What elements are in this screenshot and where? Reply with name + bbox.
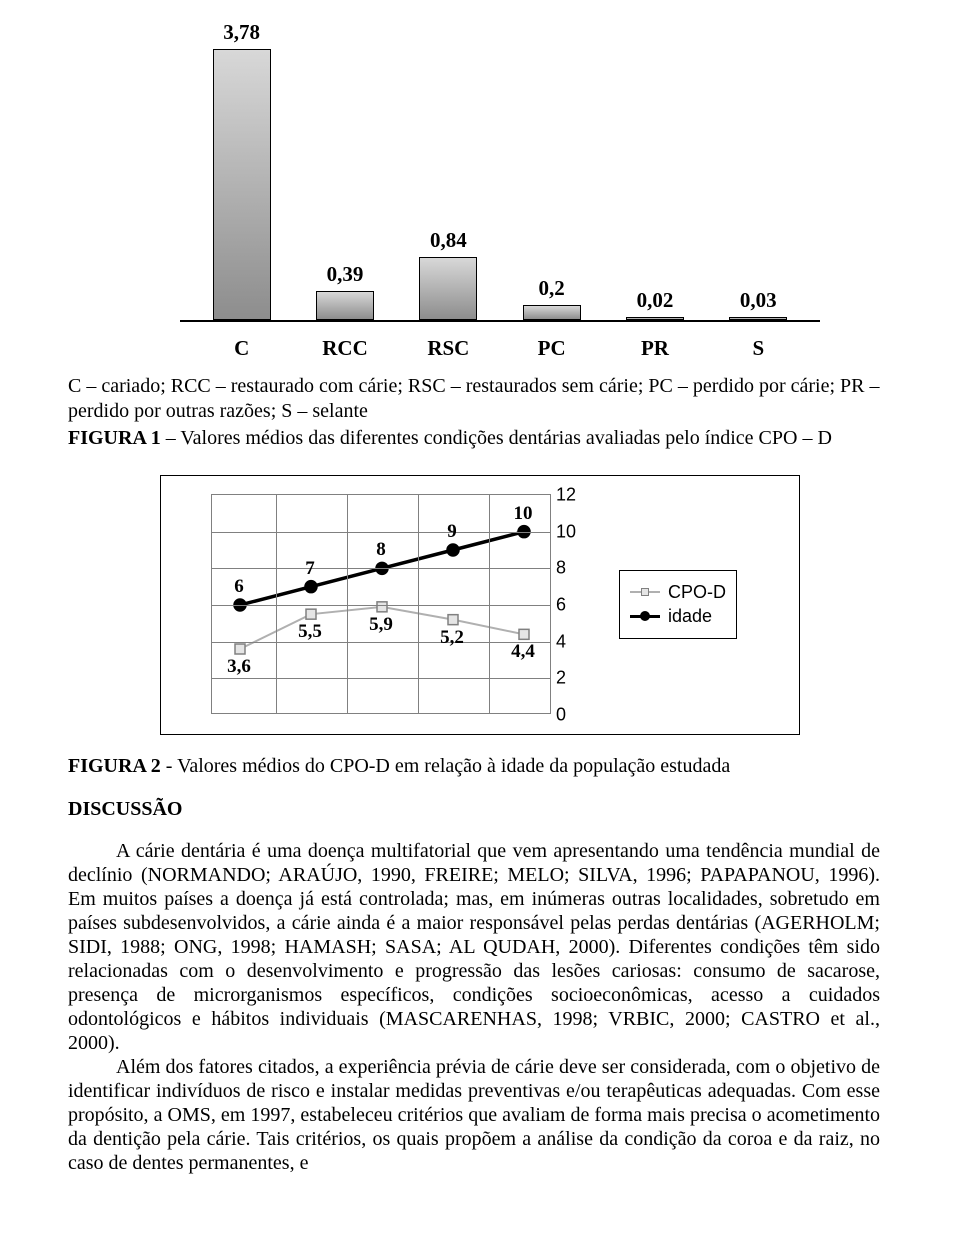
fig2-gridline-h	[212, 568, 550, 569]
fig2-caption: FIGURA 2 - Valores médios do CPO-D em re…	[68, 755, 880, 778]
discussion-heading: DISCUSSÃO	[68, 798, 880, 821]
fig2-line-chart: 024681012 3,65,55,95,24,4678910	[175, 494, 605, 714]
fig2-gridline-h	[212, 642, 550, 643]
fig2-point-label: 8	[376, 539, 386, 561]
fig2-caption-bold: FIGURA 2	[68, 755, 161, 777]
fig2-y-tick: 2	[556, 668, 584, 689]
fig2-series-marker	[447, 544, 459, 556]
fig1-x-axis: CRCCRSCPCPRS	[180, 326, 820, 370]
fig1-x-tick: PR	[603, 326, 706, 370]
fig2-plot-area: 024681012	[211, 494, 551, 714]
fig1-bar-slot: 0,2	[500, 20, 603, 320]
fig2-legend-row: idade	[630, 606, 726, 627]
fig1-bar	[419, 257, 477, 320]
fig1-x-tick: PC	[500, 326, 603, 370]
fig1-bar-slot: 0,03	[707, 20, 810, 320]
fig2-y-tick: 4	[556, 631, 584, 652]
fig1-bar	[213, 49, 271, 320]
fig1-x-tick: RCC	[293, 326, 396, 370]
fig2-legend-marker-icon	[640, 611, 650, 621]
fig1-bar-value-label: 3,78	[223, 20, 260, 45]
fig1-bar-slot: 0,02	[603, 20, 706, 320]
fig2-point-label: 5,5	[298, 621, 322, 643]
fig2-legend-line-icon	[630, 615, 660, 618]
fig2-legend: CPO-D idade	[619, 570, 737, 639]
discussion-paragraph-1: A cárie dentária é uma doença multifator…	[68, 839, 880, 1055]
fig1-legend-text: C – cariado; RCC – restaurado com cárie;…	[68, 374, 880, 424]
fig2-gridline-h	[212, 678, 550, 679]
fig2-point-label: 5,9	[369, 614, 393, 636]
fig2-series-marker	[306, 609, 316, 619]
fig2-point-label: 10	[514, 503, 533, 525]
fig2-point-label: 5,2	[440, 627, 464, 649]
fig2-point-label: 3,6	[227, 656, 251, 678]
fig2-gridline-h	[212, 532, 550, 533]
fig2-legend-row: CPO-D	[630, 582, 726, 603]
fig2-legend-label: idade	[668, 606, 712, 627]
fig1-caption: FIGURA 1 – Valores médios das diferentes…	[68, 426, 880, 451]
fig1-x-tick: RSC	[397, 326, 500, 370]
fig1-bar-value-label: 0,03	[740, 288, 777, 313]
fig1-caption-rest: – Valores médios das diferentes condiçõe…	[161, 427, 832, 449]
fig2-legend-line-icon	[630, 591, 660, 593]
discussion-paragraph-2: Além dos fatores citados, a experiência …	[68, 1055, 880, 1175]
fig2-y-tick: 8	[556, 558, 584, 579]
fig1-bar-value-label: 0,2	[539, 276, 565, 301]
fig2-container: 0 2 4 6 8 10 12 3,6 5,5 5,9 5,2 4,4 6 7 8 9 10 CPO-D ida…	[160, 475, 800, 735]
fig1-plot-area: 3,78 0,39 0,84 0,2 0,02 0,03	[180, 20, 820, 322]
fig2-series-marker	[377, 602, 387, 612]
fig2-series-marker	[235, 644, 245, 654]
fig1-bar-slot: 0,84	[397, 20, 500, 320]
fig2-legend-label: CPO-D	[668, 582, 726, 603]
fig2-point-label: 4,4	[511, 641, 535, 663]
fig2-y-tick: 0	[556, 705, 584, 726]
fig2-series-marker	[519, 629, 529, 639]
fig2-gridline-v	[347, 495, 348, 713]
fig1-bar-value-label: 0,39	[327, 262, 364, 287]
fig2-series-marker	[305, 581, 317, 593]
fig2-y-tick: 12	[556, 485, 584, 506]
fig2-legend-marker-icon	[641, 588, 649, 596]
fig2-series-marker	[448, 615, 458, 625]
fig2-point-label: 6	[234, 576, 244, 598]
fig2-gridline-v	[276, 495, 277, 713]
fig1-bar-value-label: 0,84	[430, 228, 467, 253]
fig1-bar	[316, 291, 374, 320]
fig2-point-label: 7	[305, 558, 315, 580]
fig1-x-tick: C	[190, 326, 293, 370]
fig1-bar-slot: 0,39	[293, 20, 396, 320]
fig1-x-tick: S	[707, 326, 810, 370]
fig2-y-tick: 10	[556, 521, 584, 542]
fig2-gridline-h	[212, 605, 550, 606]
fig1-bar-chart: 3,78 0,39 0,84 0,2 0,02 0,03 CRCCRSCPCPRS	[130, 10, 830, 370]
fig1-bar	[729, 317, 787, 320]
fig1-bar-slot: 3,78	[190, 20, 293, 320]
fig1-bar	[626, 317, 684, 320]
fig2-point-label: 9	[447, 521, 457, 543]
fig2-y-tick: 6	[556, 595, 584, 616]
fig1-bar-value-label: 0,02	[637, 288, 674, 313]
fig1-caption-bold: FIGURA 1	[68, 427, 161, 449]
fig2-gridline-v	[418, 495, 419, 713]
fig2-gridline-v	[489, 495, 490, 713]
fig2-caption-rest: - Valores médios do CPO-D em relação à i…	[161, 755, 730, 777]
fig1-bar	[523, 305, 581, 320]
